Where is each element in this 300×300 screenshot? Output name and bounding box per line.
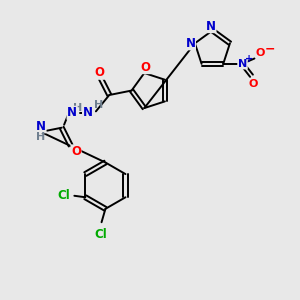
Text: Cl: Cl	[57, 189, 70, 202]
Text: O: O	[141, 61, 151, 74]
Text: H: H	[73, 103, 82, 113]
Text: N: N	[82, 106, 93, 119]
Text: N: N	[36, 120, 46, 133]
Text: O: O	[256, 48, 265, 58]
Text: N: N	[238, 59, 247, 69]
Text: N: N	[185, 37, 195, 50]
Text: O: O	[71, 145, 81, 158]
Text: H: H	[94, 100, 104, 110]
Text: N: N	[206, 20, 216, 33]
Text: O: O	[249, 79, 258, 89]
Text: N: N	[67, 106, 77, 119]
Text: +: +	[245, 53, 253, 64]
Text: −: −	[265, 43, 275, 56]
Text: H: H	[36, 132, 46, 142]
Text: Cl: Cl	[94, 228, 107, 241]
Text: O: O	[94, 66, 104, 79]
